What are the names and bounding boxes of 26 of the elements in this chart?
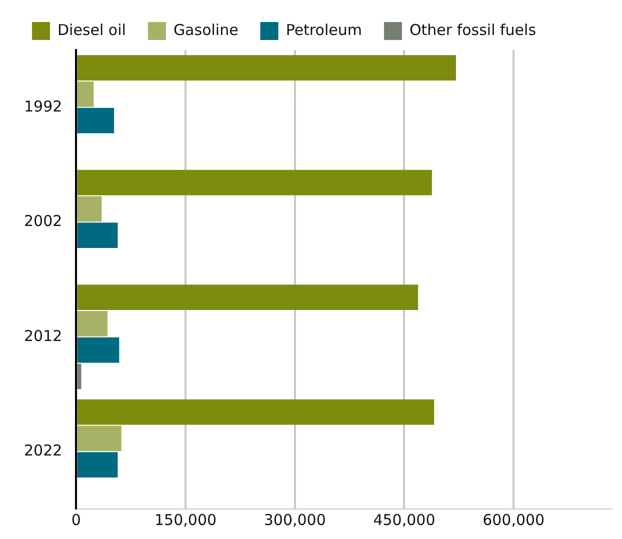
y-tick-label: 2022 — [24, 442, 62, 460]
legend-label: Diesel oil — [58, 20, 126, 39]
legend-label: Gasoline — [173, 20, 238, 39]
bar — [77, 55, 456, 80]
x-tick-label: 150,000 — [154, 510, 217, 529]
bar — [77, 108, 114, 134]
bar — [77, 311, 108, 336]
x-tick-label: 0 — [71, 510, 81, 529]
bar — [77, 426, 122, 452]
bar — [77, 337, 120, 363]
bar — [77, 170, 432, 196]
bar — [77, 452, 118, 478]
legend-label: Petroleum — [286, 20, 362, 39]
legend-label: Other fossil fuels — [409, 20, 536, 39]
y-tick-label: 2012 — [24, 326, 62, 345]
bar — [77, 284, 418, 310]
y-tick-label: 2002 — [24, 212, 62, 230]
y-tick-label: 1992 — [24, 97, 62, 116]
bar — [77, 82, 94, 107]
x-tick-label: 600,000 — [482, 510, 545, 529]
bar — [77, 222, 118, 248]
bar — [77, 196, 102, 222]
x-tick-label: 450,000 — [373, 510, 436, 529]
bar — [77, 364, 82, 390]
x-tick-label: 300,000 — [264, 510, 326, 529]
bar — [77, 399, 434, 425]
